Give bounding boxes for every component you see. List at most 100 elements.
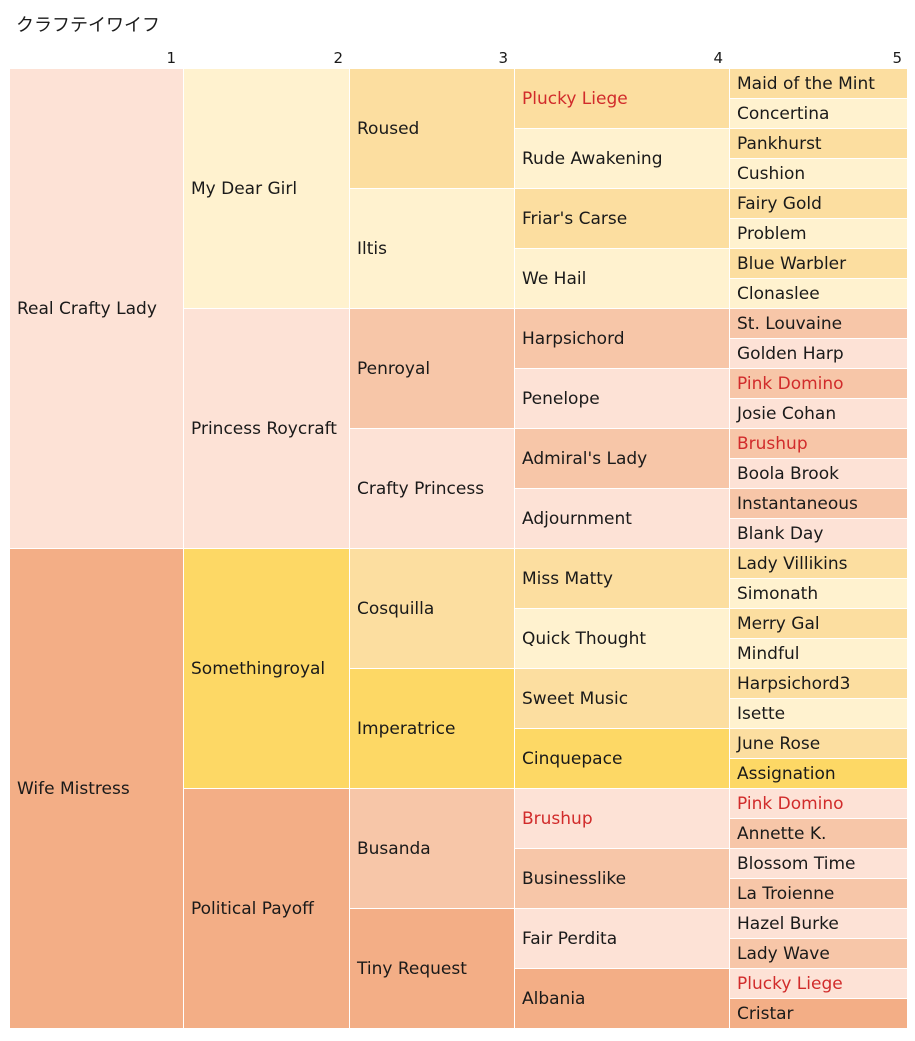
horse-name: Political Payoff [191, 899, 314, 919]
horse-name: Boola Brook [737, 464, 839, 484]
pedigree-cell-gen3: Crafty Princess [349, 428, 514, 548]
pedigree-cell-gen3: Penroyal [349, 308, 514, 428]
pedigree-cell-gen5: Pink Domino [729, 788, 907, 818]
horse-name: Annette K. [737, 824, 827, 844]
horse-name: Fair Perdita [522, 929, 618, 949]
horse-name: Blossom Time [737, 854, 856, 874]
horse-name: Simonath [737, 584, 819, 604]
pedigree-cell-gen3: Imperatrice [349, 668, 514, 788]
pedigree-cell-gen5: Harpsichord3 [729, 668, 907, 698]
horse-name: Real Crafty Lady [17, 299, 157, 319]
horse-name: Admiral's Lady [522, 449, 648, 469]
horse-name: Wife Mistress [17, 779, 130, 799]
horse-name: Brushup [737, 434, 808, 454]
pedigree-cell-gen3: Iltis [349, 188, 514, 308]
generation-header: 1 2 3 4 5 [0, 48, 915, 68]
horse-name: Adjournment [522, 509, 632, 529]
pedigree-cell-gen2: Political Payoff [183, 788, 349, 1028]
pedigree-cell-gen5: Lady Villikins [729, 548, 907, 578]
horse-name: Penelope [522, 389, 600, 409]
pedigree-cell-gen4: Albania [514, 968, 729, 1028]
horse-name: Iltis [357, 239, 387, 259]
pedigree-cell-gen1: Wife Mistress [9, 548, 183, 1028]
pedigree-cell-gen4: Adjournment [514, 488, 729, 548]
pedigree-cell-gen3: Cosquilla [349, 548, 514, 668]
pedigree-cell-gen3: Busanda [349, 788, 514, 908]
pedigree-cell-gen4: Rude Awakening [514, 128, 729, 188]
pedigree-cell-gen2: My Dear Girl [183, 68, 349, 308]
horse-name: Rude Awakening [522, 149, 663, 169]
pedigree-cell-gen5: Assignation [729, 758, 907, 788]
pedigree-cell-gen2: Somethingroyal [183, 548, 349, 788]
horse-name: Princess Roycraft [191, 419, 337, 439]
horse-name: Quick Thought [522, 629, 647, 649]
pedigree-cell-gen5: Blank Day [729, 518, 907, 548]
pedigree-cell-gen4: Sweet Music [514, 668, 729, 728]
horse-name: Problem [737, 224, 807, 244]
pedigree-cell-gen4: Penelope [514, 368, 729, 428]
pedigree-cell-gen4: Fair Perdita [514, 908, 729, 968]
horse-name: Albania [522, 989, 586, 1009]
horse-name: Blue Warbler [737, 254, 847, 274]
horse-name: Instantaneous [737, 494, 858, 514]
horse-name: Josie Cohan [737, 404, 837, 424]
horse-name: June Rose [737, 734, 821, 754]
horse-name: Cushion [737, 164, 806, 184]
horse-name: Blank Day [737, 524, 824, 544]
horse-name: Miss Matty [522, 569, 613, 589]
pedigree-cell-gen5: St. Louvaine [729, 308, 907, 338]
horse-name: Sweet Music [522, 689, 629, 709]
horse-name: Clonaslee [737, 284, 820, 304]
horse-name: Brushup [522, 809, 593, 829]
pedigree-cell-gen4: Admiral's Lady [514, 428, 729, 488]
pedigree-tree: Real Crafty Lady My Dear Girl Roused Plucky… [9, 68, 907, 1028]
generation-number-5: 5 [892, 49, 902, 67]
pedigree-cell-gen5: Lady Wave [729, 938, 907, 968]
horse-name: Hazel Burke [737, 914, 839, 934]
horse-name: Lady Wave [737, 944, 830, 964]
pedigree-cell-gen5: Cushion [729, 158, 907, 188]
horse-name: Pink Domino [737, 374, 844, 394]
page-title: クラフテイワイフ [16, 15, 160, 36]
horse-name: We Hail [522, 269, 587, 289]
pedigree-cell-gen2: Princess Roycraft [183, 308, 349, 548]
pedigree-cell-gen4: Brushup [514, 788, 729, 848]
horse-name: Businesslike [522, 869, 627, 889]
horse-name: Crafty Princess [357, 479, 485, 499]
horse-name: Isette [737, 704, 786, 724]
horse-name: La Troienne [737, 884, 835, 904]
pedigree-cell-gen4: We Hail [514, 248, 729, 308]
pedigree-cell-gen5: Blossom Time [729, 848, 907, 878]
horse-name: Concertina [737, 104, 830, 124]
horse-name: Somethingroyal [191, 659, 326, 679]
pedigree-cell-gen5: Concertina [729, 98, 907, 128]
pedigree-cell-gen3: Tiny Request [349, 908, 514, 1028]
horse-name: Merry Gal [737, 614, 820, 634]
pedigree-cell-gen5: Brushup [729, 428, 907, 458]
horse-name: Lady Villikins [737, 554, 848, 574]
pedigree-cell-gen5: Hazel Burke [729, 908, 907, 938]
pedigree-cell-gen5: Instantaneous [729, 488, 907, 518]
pedigree-cell-gen5: Blue Warbler [729, 248, 907, 278]
horse-name: Cristar [737, 1004, 794, 1024]
horse-name: Harpsichord3 [737, 674, 851, 694]
pedigree-cell-gen5: Pankhurst [729, 128, 907, 158]
pedigree-cell-gen5: Isette [729, 698, 907, 728]
pedigree-cell-gen5: Problem [729, 218, 907, 248]
horse-name: Assignation [737, 764, 836, 784]
horse-name: Roused [357, 119, 420, 139]
horse-name: Plucky Liege [522, 89, 628, 109]
generation-number-1: 1 [166, 49, 176, 67]
pedigree-cell-gen5: June Rose [729, 728, 907, 758]
horse-name: My Dear Girl [191, 179, 298, 199]
pedigree-cell-gen5: La Troienne [729, 878, 907, 908]
pedigree-cell-gen1: Real Crafty Lady [9, 68, 183, 548]
horse-name: Harpsichord [522, 329, 625, 349]
horse-name: Tiny Request [357, 959, 467, 979]
pedigree-cell-gen4: Cinquepace [514, 728, 729, 788]
pedigree-cell-gen5: Boola Brook [729, 458, 907, 488]
generation-number-4: 4 [713, 49, 723, 67]
horse-name: Maid of the Mint [737, 74, 875, 94]
pedigree-cell-gen5: Annette K. [729, 818, 907, 848]
horse-name: Penroyal [357, 359, 431, 379]
